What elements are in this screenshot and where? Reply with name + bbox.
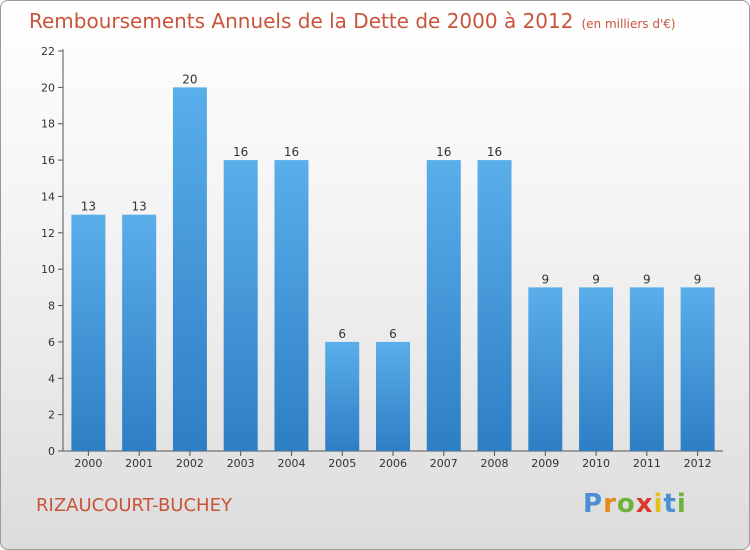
y-tick-label: 6 bbox=[48, 336, 55, 349]
bar bbox=[223, 160, 258, 451]
bars: 13 13 20 16 16 6 6 16 16 9 9 9 9 bbox=[71, 72, 715, 451]
data-label: 16 bbox=[436, 145, 451, 159]
data-label: 9 bbox=[541, 272, 549, 286]
y-tick-label: 14 bbox=[41, 190, 55, 203]
y-tick-label: 10 bbox=[41, 263, 55, 276]
x-tick-label: 2009 bbox=[531, 457, 559, 470]
y-tick-label: 22 bbox=[41, 45, 55, 58]
x-tick-label: 2003 bbox=[227, 457, 255, 470]
data-label: 16 bbox=[233, 145, 248, 159]
chart-title-text: Remboursements Annuels de la Dette de 20… bbox=[29, 9, 574, 33]
y-tick-label: 12 bbox=[41, 227, 55, 240]
bar bbox=[376, 341, 410, 451]
x-tick-label: 2000 bbox=[74, 457, 102, 470]
y-tick-label: 8 bbox=[48, 300, 55, 313]
data-label: 20 bbox=[182, 72, 197, 86]
y-tick-label: 2 bbox=[48, 409, 55, 422]
x-tick-label: 2001 bbox=[125, 457, 153, 470]
x-tick-label: 2012 bbox=[684, 457, 712, 470]
x-tick-label: 2010 bbox=[582, 457, 610, 470]
data-label: 9 bbox=[694, 272, 702, 286]
bar bbox=[122, 214, 157, 451]
bar bbox=[325, 341, 360, 451]
bar bbox=[426, 160, 461, 451]
data-label: 13 bbox=[132, 200, 147, 214]
data-label: 6 bbox=[389, 327, 397, 341]
bar bbox=[274, 160, 309, 451]
bar bbox=[579, 287, 614, 451]
y-tick-label: 16 bbox=[41, 154, 55, 167]
data-label: 16 bbox=[487, 145, 502, 159]
data-label: 9 bbox=[643, 272, 651, 286]
y-tick-label: 20 bbox=[41, 81, 55, 94]
y-tick-label: 0 bbox=[48, 445, 55, 458]
data-label: 9 bbox=[592, 272, 600, 286]
chart-title: Remboursements Annuels de la Dette de 20… bbox=[29, 9, 676, 33]
commune-name: RIZAUCOURT-BUCHEY bbox=[36, 495, 232, 516]
y-tick-label: 18 bbox=[41, 118, 55, 131]
bar bbox=[528, 287, 563, 451]
bar bbox=[71, 214, 106, 451]
x-tick-label: 2007 bbox=[430, 457, 458, 470]
axes: 0 2 4 6 8 10 12 14 16 18 20 22 2000 2001 2002 2003 2004 2… bbox=[41, 45, 723, 470]
x-tick-label: 2004 bbox=[277, 457, 305, 470]
data-label: 13 bbox=[81, 200, 96, 214]
bar bbox=[172, 87, 207, 451]
data-label: 6 bbox=[338, 327, 346, 341]
y-tick-label: 4 bbox=[48, 372, 55, 385]
data-label: 16 bbox=[284, 145, 299, 159]
bar bbox=[680, 287, 715, 451]
x-tick-label: 2008 bbox=[481, 457, 509, 470]
x-tick-label: 2002 bbox=[176, 457, 204, 470]
x-tick-label: 2006 bbox=[379, 457, 407, 470]
x-tick-label: 2005 bbox=[328, 457, 356, 470]
proxiti-logo[interactable]: Proxiti bbox=[583, 489, 687, 519]
chart-subtitle: (en milliers d'€) bbox=[581, 17, 676, 31]
x-tick-label: 2011 bbox=[633, 457, 661, 470]
bar bbox=[629, 287, 664, 451]
bar bbox=[477, 160, 512, 451]
